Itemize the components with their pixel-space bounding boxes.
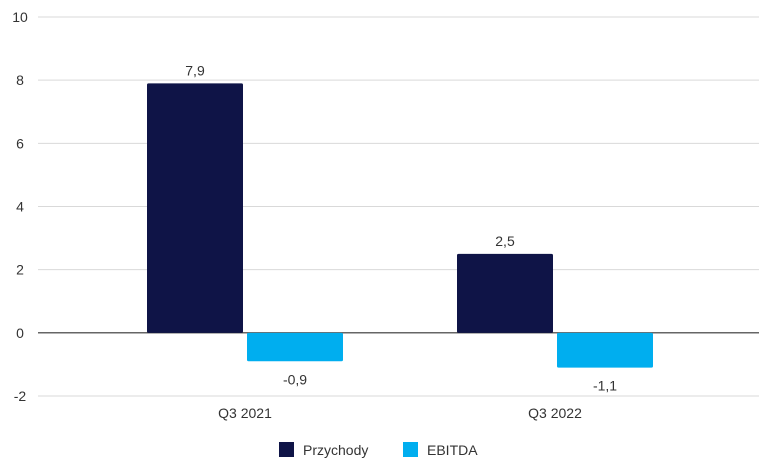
x-axis-category-labels: Q3 2021 Q3 2022 (218, 405, 582, 421)
y-tick-label: 4 (16, 199, 24, 215)
y-tick-label: 10 (12, 9, 28, 25)
bar-ebitda-1 (557, 332, 653, 368)
legend-swatch-ebitda (403, 442, 418, 457)
data-label: -0,9 (283, 371, 307, 387)
y-tick-label: -2 (14, 388, 27, 404)
bar-ebitda-0 (247, 332, 343, 362)
bars (147, 83, 653, 368)
data-label: -1,1 (593, 378, 617, 394)
y-tick-label: 0 (16, 325, 24, 341)
legend-label: Przychody (303, 442, 368, 458)
y-tick-label: 8 (16, 72, 24, 88)
y-tick-label: 2 (16, 262, 24, 278)
data-label: 2,5 (495, 233, 515, 249)
data-label: 7,9 (185, 62, 205, 78)
y-tick-label: 6 (16, 135, 24, 151)
legend-label: EBITDA (427, 442, 478, 458)
y-axis-tick-labels: 10 8 6 4 2 0 -2 (12, 9, 28, 404)
data-labels: 7,9 -0,9 2,5 -1,1 (185, 62, 617, 393)
x-category-label: Q3 2021 (218, 405, 272, 421)
x-category-label: Q3 2022 (528, 405, 582, 421)
bar-przychody-0 (147, 83, 243, 333)
legend-swatch-przychody (279, 442, 294, 457)
bar-przychody-1 (457, 253, 553, 333)
legend: Przychody EBITDA (279, 442, 478, 458)
